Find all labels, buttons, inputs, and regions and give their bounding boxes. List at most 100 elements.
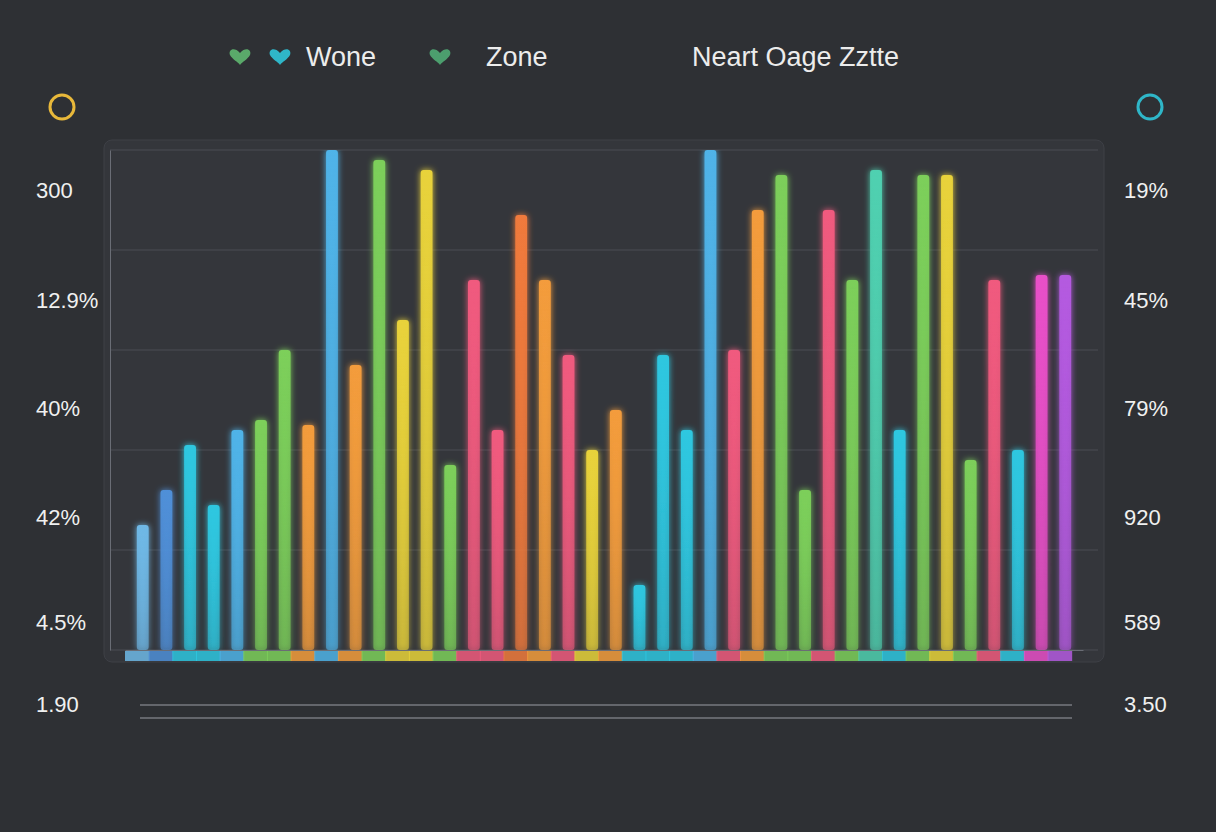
baseline-segment <box>858 651 883 661</box>
plot-frame <box>104 140 1104 662</box>
baseline-segment <box>551 651 576 661</box>
baseline-segment <box>1048 651 1073 661</box>
side-label: 4.5% <box>36 610 86 635</box>
chart: Wone Zone Neart Oage Zztte 300 12.9% 40% 42% 4.… <box>0 0 1216 832</box>
bar <box>326 150 338 650</box>
bar <box>657 355 669 650</box>
baseline-segment <box>267 651 292 661</box>
bar <box>515 215 527 650</box>
bar <box>965 460 977 650</box>
bar <box>279 350 291 650</box>
bar <box>988 280 1000 650</box>
baseline-segment <box>1024 651 1049 661</box>
bar <box>894 430 906 650</box>
reflection-line <box>140 717 1072 719</box>
side-label: 45% <box>1124 288 1168 313</box>
reflection <box>140 705 1072 718</box>
bar <box>728 350 740 650</box>
bar <box>350 365 362 650</box>
baseline-segment <box>645 651 670 661</box>
baseline-segment <box>764 651 789 661</box>
bar <box>705 150 717 650</box>
baseline-segment <box>456 651 481 661</box>
header-label: Zone <box>486 42 548 72</box>
side-label: 79% <box>1124 396 1168 421</box>
heart-icon <box>230 49 251 65</box>
side-label: 1.90 <box>36 692 79 717</box>
baseline-segment <box>125 651 150 661</box>
baseline-segment <box>598 651 623 661</box>
baseline-segment <box>693 651 718 661</box>
bar <box>681 430 693 650</box>
side-label: 19% <box>1124 178 1168 203</box>
baseline-segment <box>409 651 434 661</box>
bar <box>870 170 882 650</box>
heart-icon <box>270 49 291 65</box>
header-label: Wone <box>306 42 376 72</box>
background <box>0 0 1216 832</box>
bar <box>137 525 149 650</box>
bar <box>1059 275 1071 650</box>
side-label: 589 <box>1124 610 1161 635</box>
baseline-strip <box>125 651 1072 661</box>
side-label: 42% <box>36 505 80 530</box>
x-axis <box>126 650 1084 652</box>
grid <box>110 150 1098 650</box>
baseline-segment <box>977 651 1002 661</box>
bar <box>610 410 622 650</box>
baseline-segment <box>527 651 552 661</box>
baseline-segment <box>149 651 174 661</box>
heart-icon <box>430 49 451 65</box>
side-label: 920 <box>1124 505 1161 530</box>
bar <box>799 490 811 650</box>
axis-line <box>110 151 111 651</box>
grid-line <box>110 150 1098 151</box>
baseline-segment <box>787 651 812 661</box>
reflection-line <box>140 704 1072 706</box>
bar <box>775 175 787 650</box>
bar <box>823 210 835 650</box>
title: Neart Oage Zztte <box>692 42 899 72</box>
bar <box>373 160 385 650</box>
side-label: 300 <box>36 178 73 203</box>
baseline-segment <box>338 651 363 661</box>
axis-line <box>126 650 1084 651</box>
bar <box>184 445 196 650</box>
side-label: 40% <box>36 396 80 421</box>
baseline-segment <box>243 651 268 661</box>
baseline-segment <box>503 651 528 661</box>
side-label: 12.9% <box>36 288 98 313</box>
side-label: 3.50 <box>1124 692 1167 717</box>
baseline-segment <box>929 651 954 661</box>
bar <box>634 585 646 650</box>
baseline-segment <box>953 651 978 661</box>
bar <box>563 355 575 650</box>
baseline-segment <box>480 651 505 661</box>
baseline-segment <box>172 651 197 661</box>
bar <box>468 280 480 650</box>
bar <box>444 465 456 650</box>
baseline-segment <box>433 651 458 661</box>
baseline-segment <box>196 651 221 661</box>
baseline-segment <box>740 651 765 661</box>
baseline-segment <box>882 651 907 661</box>
bars <box>137 150 1071 650</box>
ring-icon <box>1138 95 1162 119</box>
baseline-segment <box>291 651 316 661</box>
bar <box>1012 450 1024 650</box>
bar <box>231 430 243 650</box>
baseline-segment <box>906 651 931 661</box>
bar <box>539 280 551 650</box>
header: Wone Zone Neart Oage Zztte <box>230 42 899 72</box>
bar <box>421 170 433 650</box>
baseline-segment <box>669 651 694 661</box>
bar <box>752 210 764 650</box>
baseline-segment <box>835 651 860 661</box>
bar <box>941 175 953 650</box>
baseline-segment <box>716 651 741 661</box>
baseline-segment <box>362 651 387 661</box>
bar <box>160 490 172 650</box>
bar <box>586 450 598 650</box>
bar <box>397 320 409 650</box>
baseline-segment <box>574 651 599 661</box>
